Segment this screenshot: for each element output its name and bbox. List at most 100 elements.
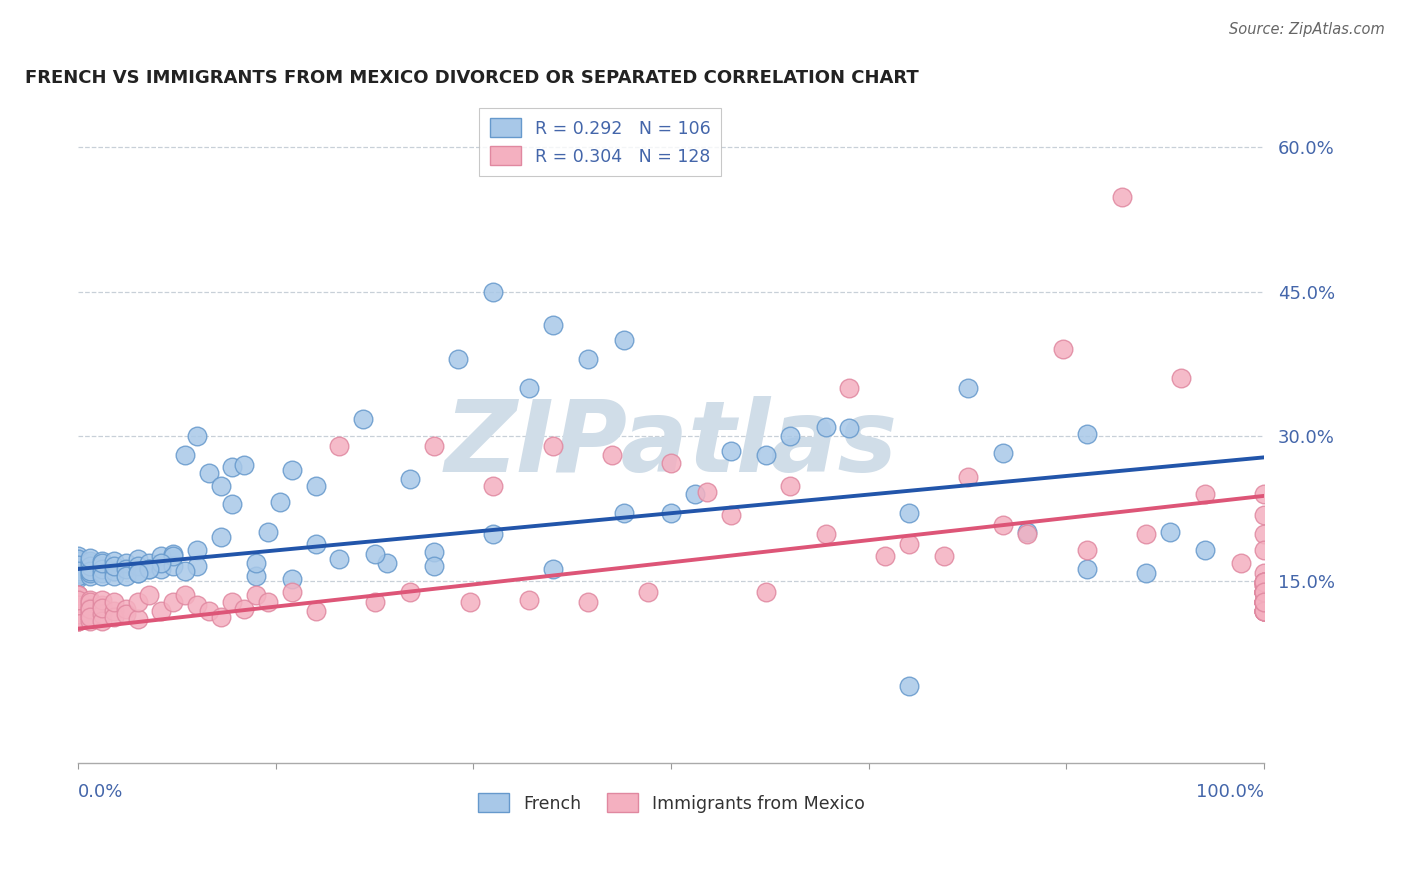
Point [91, 568, 114, 582]
Text: ZIPatlas: ZIPatlas [444, 396, 898, 493]
Point [956, 381, 979, 395]
Point [67, 595, 90, 609]
Point [233, 458, 256, 472]
Point [138, 562, 160, 576]
Point [517, 592, 540, 607]
Text: Source: ZipAtlas.com: Source: ZipAtlas.com [1229, 22, 1385, 37]
Point [993, 446, 1015, 460]
Point [79, 607, 101, 622]
Point [67, 559, 90, 574]
Point [67, 604, 90, 618]
Point [67, 612, 90, 626]
Point [103, 568, 125, 582]
Point [873, 549, 896, 564]
Point [67, 595, 90, 609]
Point [67, 607, 90, 622]
Point [1135, 566, 1157, 580]
Point [67, 598, 90, 612]
Point [91, 566, 114, 580]
Point [67, 552, 90, 566]
Point [91, 562, 114, 576]
Point [1253, 595, 1275, 609]
Point [174, 588, 197, 602]
Point [1253, 604, 1275, 618]
Point [328, 552, 350, 566]
Point [1253, 595, 1275, 609]
Point [683, 487, 706, 501]
Point [79, 610, 101, 624]
Point [186, 542, 208, 557]
Point [150, 604, 173, 618]
Point [1253, 604, 1275, 618]
Point [541, 318, 564, 333]
Point [79, 614, 101, 628]
Point [114, 562, 136, 576]
Point [423, 559, 446, 574]
Point [281, 463, 304, 477]
Point [458, 595, 481, 609]
Point [576, 595, 599, 609]
Point [67, 561, 90, 575]
Point [67, 610, 90, 624]
Point [1253, 604, 1275, 618]
Point [79, 562, 101, 576]
Point [67, 598, 90, 612]
Point [186, 598, 208, 612]
Point [186, 559, 208, 574]
Point [79, 600, 101, 615]
Point [956, 469, 979, 483]
Point [659, 506, 682, 520]
Point [221, 459, 243, 474]
Point [174, 564, 197, 578]
Point [79, 598, 101, 612]
Point [67, 598, 90, 612]
Point [482, 285, 505, 299]
Point [91, 614, 114, 628]
Point [517, 381, 540, 395]
Point [127, 612, 149, 626]
Point [1253, 585, 1275, 599]
Point [197, 604, 219, 618]
Point [993, 517, 1015, 532]
Point [352, 412, 374, 426]
Point [186, 429, 208, 443]
Point [1253, 542, 1275, 557]
Point [1253, 585, 1275, 599]
Point [1253, 575, 1275, 590]
Point [67, 602, 90, 616]
Point [1253, 595, 1275, 609]
Point [1253, 595, 1275, 609]
Point [79, 559, 101, 574]
Point [328, 439, 350, 453]
Point [257, 525, 280, 540]
Point [114, 607, 136, 622]
Point [103, 554, 125, 568]
Point [67, 614, 90, 628]
Point [67, 591, 90, 605]
Point [103, 604, 125, 618]
Point [67, 614, 90, 628]
Point [304, 604, 326, 618]
Point [1253, 604, 1275, 618]
Point [79, 604, 101, 618]
Point [138, 588, 160, 602]
Point [127, 566, 149, 580]
Point [67, 595, 90, 609]
Point [541, 439, 564, 453]
Point [423, 544, 446, 558]
Point [375, 556, 398, 570]
Point [1076, 427, 1098, 442]
Point [162, 559, 184, 574]
Point [67, 614, 90, 628]
Point [150, 549, 173, 564]
Point [67, 600, 90, 615]
Point [127, 559, 149, 574]
Point [1229, 556, 1251, 570]
Point [1253, 585, 1275, 599]
Point [162, 595, 184, 609]
Point [245, 568, 267, 582]
Point [1159, 525, 1181, 540]
Point [1253, 508, 1275, 522]
Point [91, 600, 114, 615]
Point [613, 506, 636, 520]
